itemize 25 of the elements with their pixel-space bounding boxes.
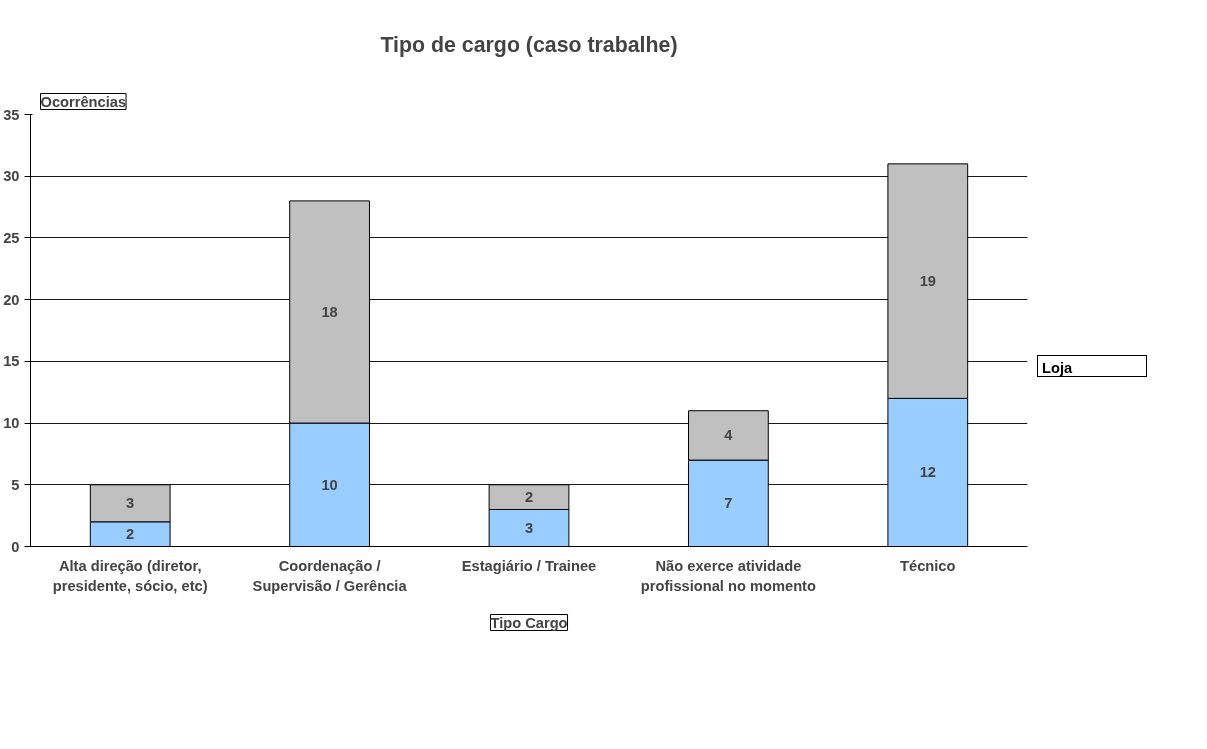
data-label: 12 [919, 464, 936, 481]
data-label: 7 [724, 495, 733, 512]
x-tick-label: Não exerce atividade profissional no momento [640, 557, 816, 595]
data-label: 18 [321, 303, 338, 320]
data-label: 10 [321, 476, 338, 493]
data-label: 19 [919, 273, 936, 290]
x-tick-label: Alta direção (diretor, presidente, sócio, etc) [52, 557, 208, 595]
y-tick-label: 0 [11, 538, 20, 555]
x-tick-label: Coordenação / Supervisão / Gerência [252, 557, 408, 595]
y-tick-label: 10 [3, 415, 20, 432]
data-label: 3 [126, 495, 135, 512]
y-tick-label: 20 [3, 291, 20, 308]
data-label: 2 [126, 526, 135, 543]
y-tick-label: 25 [3, 229, 20, 246]
chart-title: Tipo de cargo (caso trabalhe) [380, 32, 678, 57]
y-tick-label: 30 [3, 168, 20, 185]
x-tick-label: Técnico [900, 557, 956, 574]
y-tick-label: 5 [11, 476, 20, 493]
data-label: 3 [524, 519, 534, 536]
data-label: 2 [524, 489, 534, 506]
y-tick-label: 35 [3, 106, 20, 123]
legend-title: Loja [1042, 359, 1073, 378]
y-tick-label: 15 [3, 353, 20, 370]
x-tick-label: Estagiário / Trainee [461, 557, 597, 574]
data-label: 4 [724, 427, 734, 444]
